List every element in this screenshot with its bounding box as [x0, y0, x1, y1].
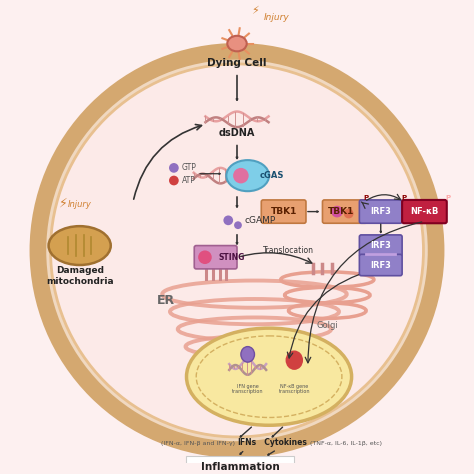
Text: TBK1: TBK1 [271, 207, 297, 216]
Text: IRF3: IRF3 [370, 207, 391, 216]
Text: cGAMP: cGAMP [245, 216, 276, 225]
Text: Damaged: Damaged [55, 266, 104, 275]
Text: Dying Cell: Dying Cell [207, 58, 267, 68]
Ellipse shape [38, 51, 436, 449]
Text: ER: ER [157, 294, 175, 307]
Text: Inflammation: Inflammation [201, 462, 279, 472]
Ellipse shape [48, 226, 111, 265]
FancyBboxPatch shape [359, 235, 402, 256]
Text: P: P [401, 195, 406, 201]
Text: IRF3: IRF3 [370, 261, 391, 270]
Ellipse shape [226, 160, 269, 191]
Ellipse shape [51, 64, 423, 437]
Text: ⚡: ⚡ [59, 197, 67, 210]
Ellipse shape [241, 346, 255, 362]
Text: P: P [446, 195, 451, 201]
FancyBboxPatch shape [359, 255, 402, 276]
Ellipse shape [198, 250, 212, 264]
Text: GTP: GTP [182, 164, 197, 173]
Text: ATP: ATP [182, 176, 195, 185]
FancyBboxPatch shape [359, 200, 402, 223]
Ellipse shape [169, 176, 179, 185]
FancyBboxPatch shape [402, 200, 447, 223]
Ellipse shape [223, 216, 233, 225]
Ellipse shape [234, 221, 242, 229]
Text: dsDNA: dsDNA [219, 128, 255, 138]
Text: IRF3: IRF3 [370, 241, 391, 250]
Text: IFNs: IFNs [237, 438, 256, 447]
Ellipse shape [233, 168, 249, 183]
Text: mitochondria: mitochondria [46, 277, 113, 286]
Text: (TNF-α, IL-6, IL-1β, etc): (TNF-α, IL-6, IL-1β, etc) [308, 441, 382, 446]
FancyBboxPatch shape [194, 246, 237, 269]
FancyBboxPatch shape [185, 456, 294, 474]
Ellipse shape [169, 163, 179, 173]
Ellipse shape [331, 206, 343, 218]
Text: Injury: Injury [264, 13, 290, 22]
FancyBboxPatch shape [261, 200, 306, 223]
Text: STING: STING [219, 253, 245, 262]
Text: ⚡: ⚡ [251, 7, 258, 17]
Text: IFN gene
transcription: IFN gene transcription [232, 383, 264, 394]
Ellipse shape [186, 328, 352, 425]
Text: Translocation: Translocation [263, 246, 314, 255]
Text: cGAS: cGAS [259, 171, 284, 180]
FancyBboxPatch shape [322, 200, 367, 223]
Text: Injury: Injury [68, 200, 91, 209]
Text: P: P [363, 195, 368, 201]
Text: Cytokines: Cytokines [259, 438, 307, 447]
Ellipse shape [228, 36, 246, 51]
Ellipse shape [285, 350, 303, 370]
Text: TBK1: TBK1 [328, 207, 354, 216]
Text: NF-κB: NF-κB [410, 207, 438, 216]
Ellipse shape [344, 209, 354, 219]
Text: (IFN-α, IFN-β and IFN-γ): (IFN-α, IFN-β and IFN-γ) [161, 441, 237, 446]
Text: Golgi: Golgi [317, 321, 338, 330]
Text: NF-κB gene
transcription: NF-κB gene transcription [279, 383, 310, 394]
